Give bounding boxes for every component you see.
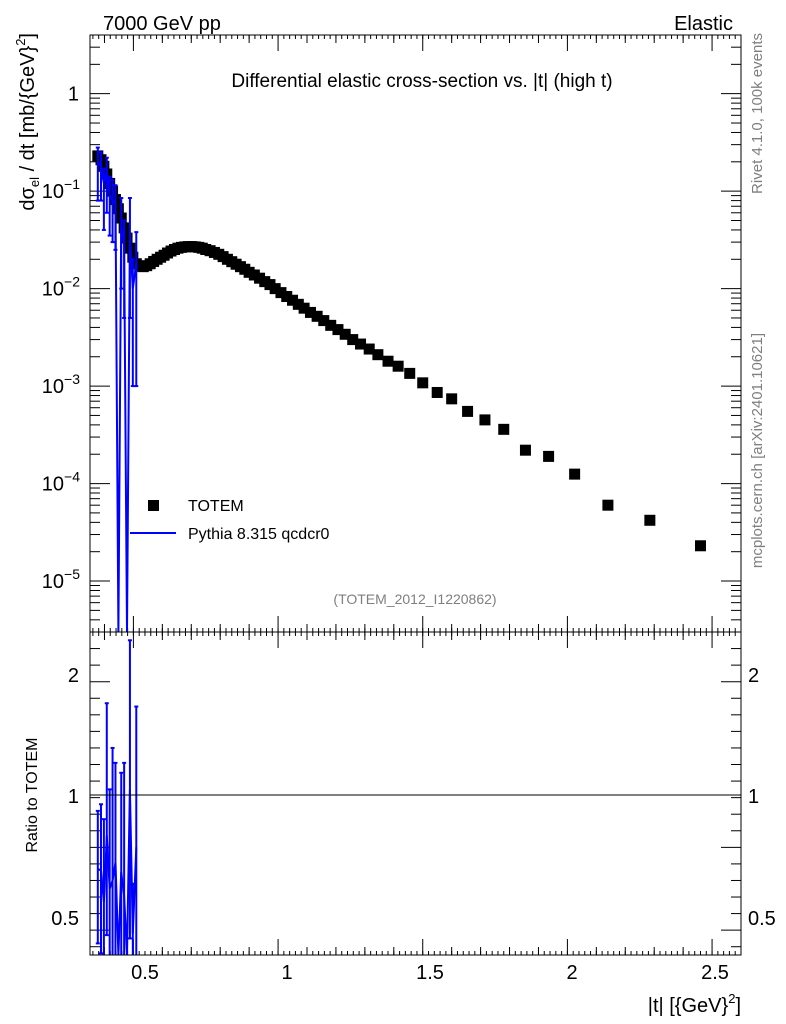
main-y-axis-label: dσel / dt [mb/{GeV}2] — [13, 33, 42, 211]
ylabel-end: ] — [17, 33, 39, 39]
totem-point — [602, 499, 614, 511]
main-ytick-label-4: 10−4 — [42, 469, 80, 496]
ratio-ytick-label-1-left: 1 — [68, 786, 79, 808]
ratio-frame — [89, 631, 742, 956]
totem-point — [269, 283, 281, 295]
totem-point — [332, 324, 344, 336]
totem-point — [98, 160, 110, 172]
totem-point — [127, 251, 139, 263]
ratio-panel: 0.5 1 2 0.5 1 2 Ratio to TOTEM 0.5 1 1.5… — [24, 631, 776, 1017]
ytick-base: 10 — [42, 571, 64, 593]
totem-point — [311, 310, 323, 322]
legend: TOTEM Pythia 8.315 qcdcr0 — [130, 498, 330, 543]
totem-point — [382, 355, 394, 367]
main-axis-ticks — [90, 34, 742, 633]
totem-point — [498, 423, 510, 435]
ratio-data-layer — [95, 639, 139, 956]
ratio-ytick-label-2-right: 2 — [748, 665, 759, 687]
xtick-label-2.5: 2.5 — [701, 962, 729, 984]
ytick-exp: −5 — [64, 566, 80, 582]
totem-point — [372, 349, 384, 361]
main-ytick-label-5: 10−5 — [42, 566, 80, 593]
totem-point — [363, 343, 375, 355]
totem-point — [287, 294, 299, 306]
main-panel: 110−110−210−310−410−5 Differential elast… — [13, 33, 742, 633]
ytick-base: 10 — [42, 279, 64, 301]
xtick-label-1.5: 1.5 — [416, 962, 444, 984]
ytick-exp: −4 — [64, 469, 80, 485]
ylabel-mid: / dt [mb/{GeV} — [17, 45, 39, 177]
ylabel-sup: 2 — [13, 39, 28, 46]
totem-point — [644, 514, 656, 526]
ylabel-sub: el — [27, 177, 42, 187]
totem-point — [543, 450, 555, 462]
side-label-top: Rivet 4.1.0, 100k events — [749, 33, 766, 194]
chart-title: Differential elastic cross-section vs. |… — [231, 71, 612, 92]
main-ytick-label-3: 10−3 — [42, 371, 80, 398]
totem-point — [347, 334, 359, 346]
legend-label-totem: TOTEM — [188, 498, 244, 515]
header-left: 7000 GeV pp — [103, 13, 221, 35]
totem-point — [392, 360, 404, 372]
totem-point — [318, 315, 330, 327]
ratio-ytick-label-0.5-left: 0.5 — [51, 908, 79, 930]
ratio-ytick-label-2-left: 2 — [68, 665, 79, 687]
ratio-ytick-label-0.5-right: 0.5 — [748, 908, 776, 930]
totem-point — [404, 367, 416, 379]
totem-point — [569, 468, 581, 480]
totem-point — [446, 393, 458, 405]
header-right: Elastic — [674, 13, 733, 35]
totem-point — [112, 203, 124, 215]
ytick-exp: −3 — [64, 371, 80, 387]
totem-point — [281, 291, 293, 303]
totem-point — [519, 444, 531, 456]
xlabel-end: ] — [735, 995, 741, 1017]
totem-point — [417, 377, 429, 389]
ytick-base: 10 — [42, 376, 64, 398]
ratio-y-axis-label: Ratio to TOTEM — [24, 738, 41, 853]
main-ytick-label-1: 10−1 — [42, 176, 80, 203]
legend-label-pythia: Pythia 8.315 qcdcr0 — [188, 526, 330, 543]
analysis-tag: (TOTEM_2012_I1220862) — [333, 591, 496, 607]
totem-point — [325, 319, 337, 331]
xlabel-main: |t| [{GeV} — [648, 995, 729, 1017]
legend-marker-totem — [148, 500, 159, 511]
totem-point — [275, 287, 287, 299]
totem-point — [462, 405, 474, 417]
ytick-base: 10 — [42, 474, 64, 496]
ratio-ytick-label-1-right: 1 — [748, 786, 759, 808]
ytick-exp: −1 — [64, 176, 80, 192]
totem-point — [479, 414, 491, 426]
xtick-label-2: 2 — [566, 962, 577, 984]
xtick-label-0.5: 0.5 — [131, 962, 159, 984]
totem-point — [694, 540, 706, 552]
totem-point — [304, 306, 316, 318]
ylabel-main: dσ — [17, 186, 39, 210]
main-y-tick-labels: 110−110−210−310−410−5 — [42, 84, 80, 593]
xtick-label-1: 1 — [281, 962, 292, 984]
main-ytick-label-0: 1 — [68, 84, 79, 106]
ratio-axis-ticks — [90, 632, 742, 955]
totem-point — [292, 298, 304, 310]
main-ytick-label-2: 10−2 — [42, 274, 80, 301]
ytick-base: 10 — [42, 181, 64, 203]
x-axis-label: |t| [{GeV}2] — [648, 991, 741, 1017]
totem-point — [339, 328, 351, 340]
data-layer — [92, 146, 706, 633]
totem-point — [431, 386, 443, 398]
totem-point — [121, 232, 133, 244]
totem-point — [298, 302, 310, 314]
totem-point — [355, 338, 367, 350]
ytick-exp: −2 — [64, 274, 80, 290]
xlabel-sup: 2 — [728, 991, 735, 1006]
side-label-bottom: mcplots.cern.ch [arXiv:2401.10621] — [749, 333, 766, 568]
